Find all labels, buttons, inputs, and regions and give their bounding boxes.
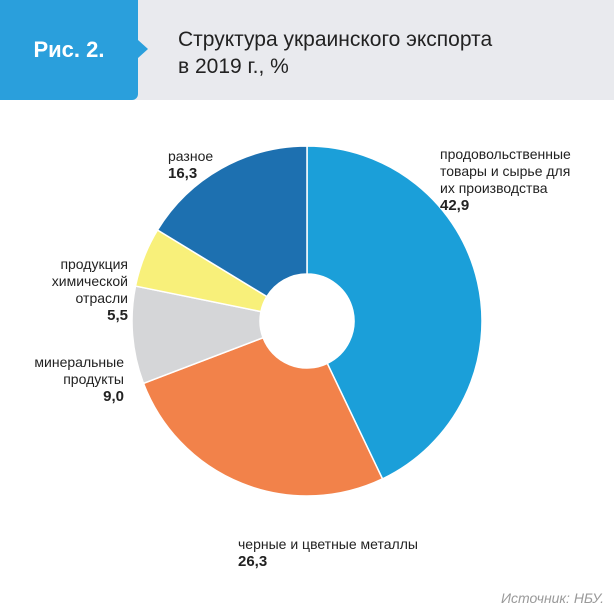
label-misc-line-1: разное: [168, 148, 214, 164]
chart-title-line-1: Структура украинского экспорта: [178, 28, 493, 51]
label-minerals-line-1: минеральные: [34, 354, 124, 370]
label-metals: черные и цветные металлы 26,3: [238, 536, 418, 570]
label-food-line-1: продовольственные: [440, 146, 571, 162]
label-food-value: 42,9: [440, 197, 470, 214]
label-chemical-line-3: отрасли: [75, 290, 128, 306]
label-food-line-2: товары и сырье для: [440, 163, 571, 179]
source-note: Источник: НБУ.: [501, 590, 604, 606]
label-misc: разное 16,3: [168, 148, 213, 182]
chart-title: Структура украинского экспорта в 2019 г.…: [178, 26, 578, 80]
label-minerals-value: 9,0: [103, 388, 124, 405]
label-misc-value: 16,3: [168, 165, 198, 182]
figure-badge: Рис. 2.: [0, 0, 138, 100]
label-chemical-value: 5,5: [107, 307, 128, 324]
chart-title-line-2: в 2019 г., %: [178, 55, 289, 78]
slice-metals: [142, 336, 384, 497]
slice-misc: [156, 145, 308, 298]
label-metals-line-1: черные и цветные металлы: [238, 536, 418, 552]
label-metals-value: 26,3: [238, 553, 268, 570]
figure-label: Рис. 2.: [33, 37, 105, 62]
label-chemical: продукция химической отрасли 5,5: [0, 256, 128, 324]
label-food: продовольственные товары и сырье для их …: [440, 146, 571, 214]
label-chemical-line-2: химической: [51, 273, 128, 289]
label-chemical-line-1: продукция: [60, 256, 128, 272]
slice-food: [306, 145, 483, 480]
label-minerals-line-2: продукты: [63, 371, 124, 387]
figure-badge-notch: [138, 40, 148, 58]
label-minerals: минеральные продукты 9,0: [0, 354, 124, 405]
donut-chart: [131, 145, 483, 497]
label-food-line-3: их производства: [440, 180, 548, 196]
